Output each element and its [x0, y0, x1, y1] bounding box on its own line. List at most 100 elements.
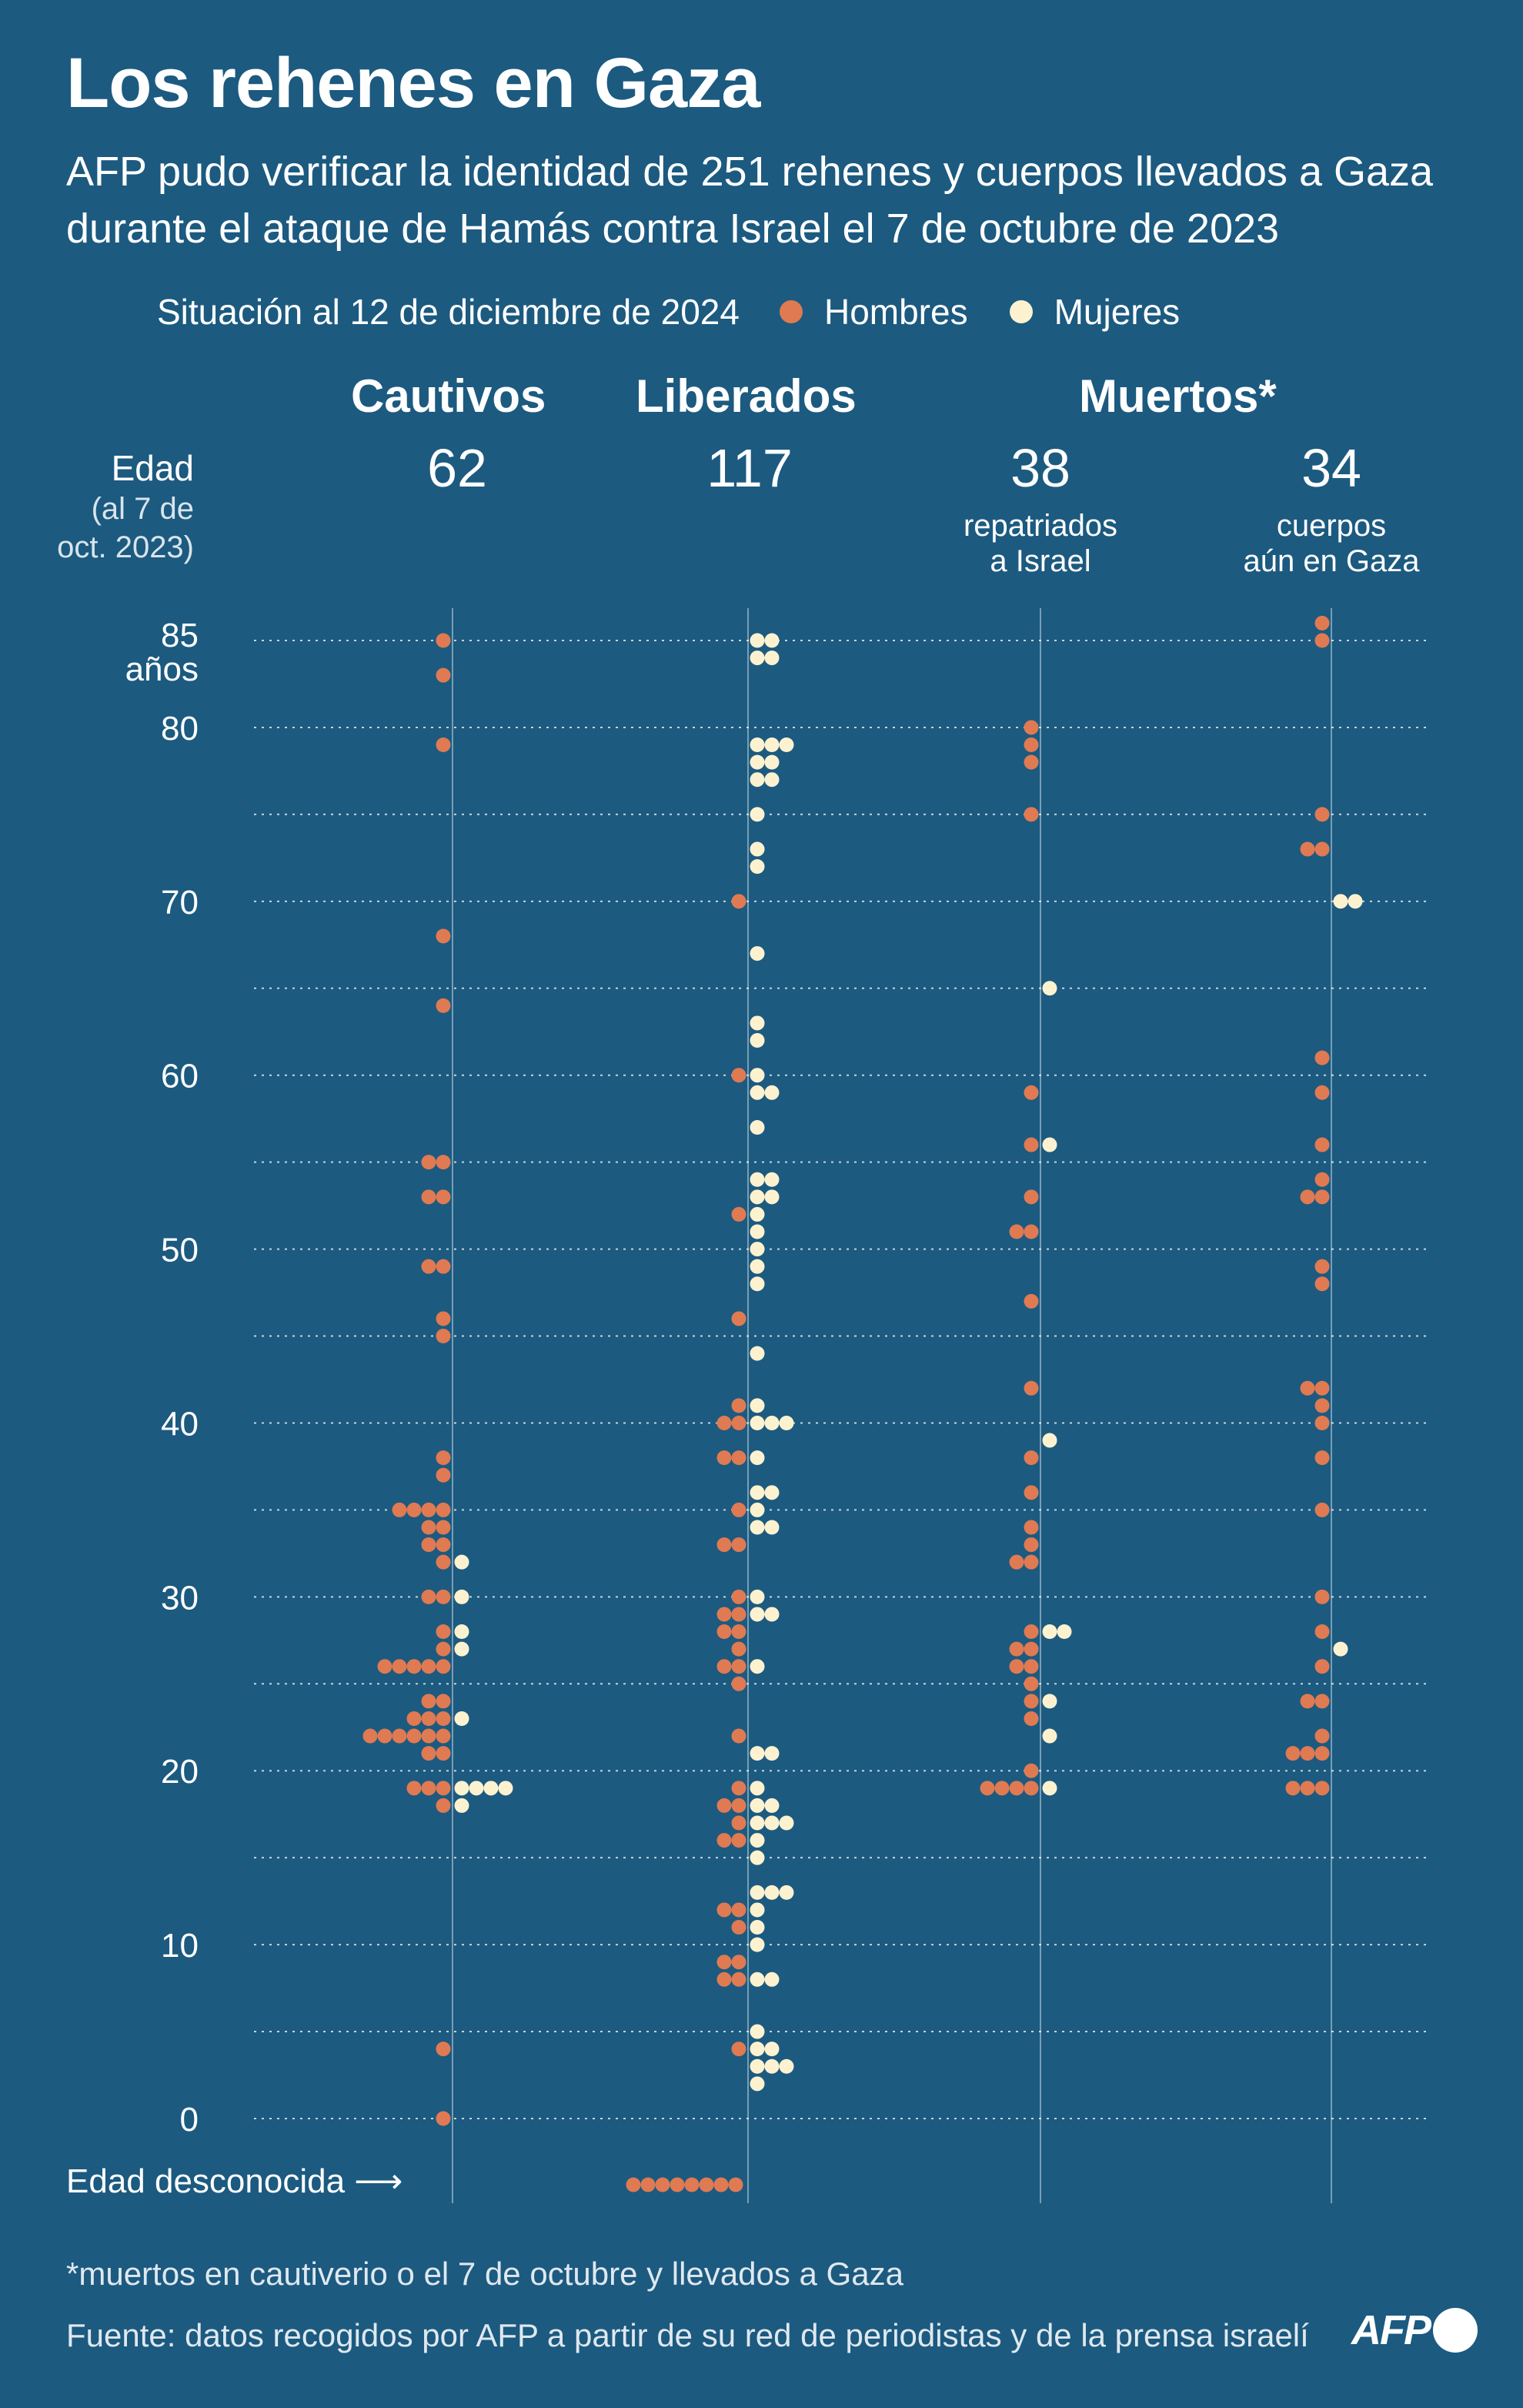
dot-woman: [750, 1485, 765, 1500]
dot-man: [436, 1589, 451, 1604]
dot-woman: [1333, 894, 1348, 909]
dot-woman: [750, 1850, 765, 1865]
dot-man: [731, 1902, 746, 1918]
dot-woman: [750, 633, 765, 648]
dot-man: [1024, 1085, 1039, 1100]
dot-man: [392, 1502, 407, 1517]
dot-woman: [750, 1798, 765, 1813]
dot-man: [980, 1781, 995, 1796]
dot-man: [436, 633, 451, 648]
dot-man: [731, 1068, 746, 1083]
dot-woman: [750, 1833, 765, 1848]
dot-man: [1314, 1746, 1330, 1761]
dot-man: [436, 1467, 451, 1483]
y-tick-label: 85: [161, 617, 199, 654]
dot-woman: [1042, 1137, 1057, 1152]
afp-logo: AFP: [1351, 2306, 1478, 2354]
dot-man: [436, 1641, 451, 1657]
dot-man: [1314, 1589, 1330, 1604]
dot-woman: [454, 1781, 469, 1796]
dot-man: [1024, 737, 1039, 753]
dot-woman: [1057, 1624, 1072, 1640]
dot-man: [1314, 1728, 1330, 1744]
dot-man: [1314, 1172, 1330, 1187]
y-tick-label: 30: [161, 1579, 199, 1617]
dot-woman: [764, 1798, 780, 1813]
dot-man: [716, 1607, 732, 1622]
dot-man: [716, 1624, 732, 1640]
dot-woman: [750, 859, 765, 875]
dot-woman: [764, 1485, 780, 1500]
dot-man: [421, 1589, 436, 1604]
dot-woman: [779, 1415, 794, 1430]
dot-woman: [1333, 1641, 1348, 1657]
dot-man: [436, 1659, 451, 1674]
afp-logo-circle: [1433, 2308, 1478, 2353]
dot-man: [436, 1520, 451, 1535]
dot-man: [436, 1155, 451, 1170]
dot-woman: [750, 1259, 765, 1274]
dot-woman: [483, 1781, 499, 1796]
dot-man: [436, 1189, 451, 1205]
dot-man: [436, 1781, 451, 1796]
dot-woman: [750, 1589, 765, 1604]
dot-man: [421, 1728, 436, 1744]
dot-unknown-age: [640, 2177, 656, 2192]
unknown-age-label: Edad desconocida ⟶: [66, 2162, 402, 2200]
dot-man: [1024, 754, 1039, 770]
dot-man: [731, 2042, 746, 2057]
dot-woman: [750, 650, 765, 666]
dot-man: [1314, 807, 1330, 822]
dot-woman: [764, 1607, 780, 1622]
dot-man: [1024, 1520, 1039, 1535]
dot-woman: [764, 2042, 780, 2057]
dot-unknown-age: [684, 2177, 700, 2192]
dot-woman: [454, 1711, 469, 1726]
dot-woman: [750, 1607, 765, 1622]
dot-woman: [750, 1085, 765, 1100]
dot-man: [1024, 1676, 1039, 1691]
dot-woman: [750, 1172, 765, 1187]
footnote: *muertos en cautiverio o el 7 de octubre…: [66, 2256, 903, 2292]
count-repatriados: 38: [1010, 438, 1070, 498]
dot-man: [1024, 1293, 1039, 1309]
dot-woman: [750, 772, 765, 788]
dot-man: [731, 1607, 746, 1622]
dot-man: [731, 1728, 746, 1744]
dot-man: [1024, 1659, 1039, 1674]
dot-man: [377, 1659, 392, 1674]
dot-man: [1009, 1659, 1024, 1674]
chart-subtitle: AFP pudo verificar la identidad de 251 r…: [66, 149, 1434, 252]
legend-men-dot: [779, 300, 803, 323]
dot-man: [1314, 1694, 1330, 1709]
dot-woman: [779, 1815, 794, 1831]
dot-man: [362, 1728, 378, 1744]
sub-repatriados: repatriados a Israel: [902, 508, 1179, 579]
dot-man: [421, 1537, 436, 1553]
dot-woman: [764, 633, 780, 648]
dot-woman: [498, 1781, 513, 1796]
dot-woman: [764, 754, 780, 770]
dot-man: [731, 1624, 746, 1640]
dot-woman: [764, 1415, 780, 1430]
dot-woman: [764, 772, 780, 788]
dot-woman: [764, 1085, 780, 1100]
axis-title-line1: Edad: [111, 448, 194, 488]
dot-man: [406, 1781, 422, 1796]
dot-man: [1009, 1224, 1024, 1239]
y-tick-label: 40: [161, 1405, 199, 1443]
sub-en-gaza-line2: aún en Gaza: [1243, 544, 1420, 578]
dot-man: [731, 1659, 746, 1674]
dot-man: [421, 1259, 436, 1274]
dot-man: [994, 1781, 1010, 1796]
dot-woman: [750, 807, 765, 822]
dot-woman: [750, 1450, 765, 1466]
dot-man: [436, 928, 451, 944]
dot-woman: [750, 1189, 765, 1205]
dot-woman: [1042, 1728, 1057, 1744]
dot-man: [377, 1728, 392, 1744]
dot-man: [421, 1155, 436, 1170]
sub-en-gaza: cuerpos aún en Gaza: [1193, 508, 1470, 579]
dot-woman: [454, 1624, 469, 1640]
dot-man: [1314, 1276, 1330, 1292]
